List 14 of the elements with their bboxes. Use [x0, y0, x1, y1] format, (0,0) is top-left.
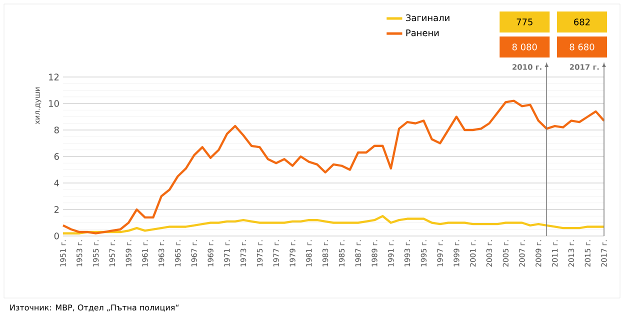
y-tick-label: 6 — [54, 153, 59, 160]
y-tick-label: 2 — [54, 206, 59, 213]
y-tick-label: 0 — [54, 232, 59, 240]
y-tick-label: 8 — [54, 126, 59, 134]
text: 8 680 — [570, 44, 594, 50]
text: 8 080 — [512, 44, 537, 50]
text: 775 — [516, 18, 532, 26]
text: 682 — [574, 18, 590, 26]
y-tick-label: 10 — [49, 100, 59, 107]
y-tick-label: 12 — [49, 74, 59, 80]
line-series — [62, 100, 606, 234]
legend-label: Загинали — [406, 14, 450, 22]
y-tick-label: 4 — [54, 180, 59, 186]
legend-label: Ранени — [406, 30, 439, 36]
